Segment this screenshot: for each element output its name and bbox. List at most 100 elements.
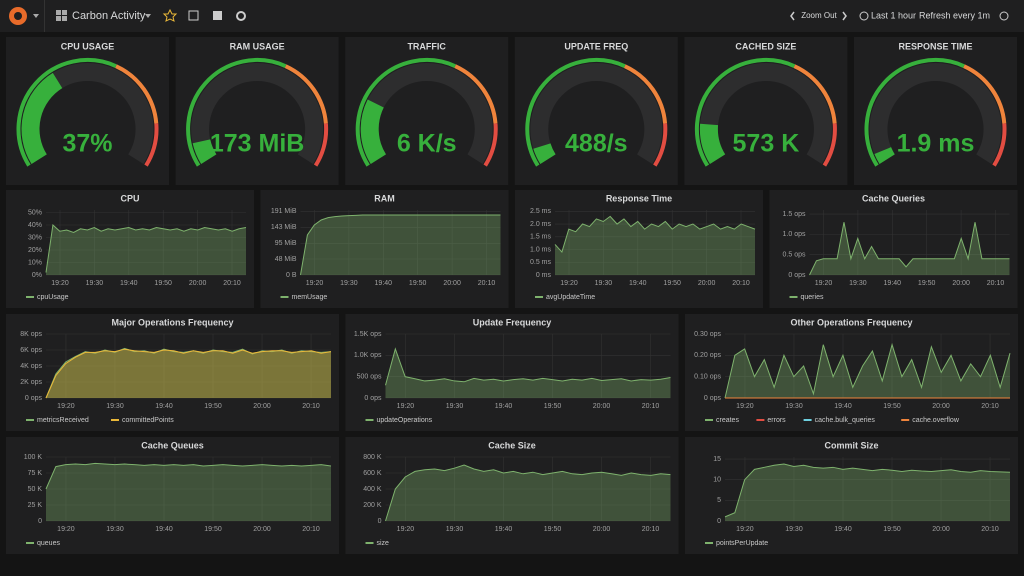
series-line <box>385 464 671 522</box>
x-tick-label: 19:30 <box>86 280 104 287</box>
graph-panel <box>515 190 763 308</box>
y-tick-label: 0 <box>378 518 382 525</box>
back-icon[interactable] <box>790 11 795 21</box>
graph-title: CPU <box>120 193 139 203</box>
series-line <box>554 215 756 254</box>
series-area <box>46 225 246 275</box>
x-tick-label: 19:20 <box>736 526 754 533</box>
x-tick-label: 19:20 <box>57 403 75 410</box>
y-tick-label: 0.5 ops <box>783 252 806 259</box>
x-tick-label: 19:40 <box>629 280 647 287</box>
topbar <box>0 0 1024 32</box>
y-tick-label: 0.30 ops <box>694 331 721 338</box>
y-tick-label: 20% <box>28 247 42 254</box>
x-tick-label: 19:30 <box>595 280 613 287</box>
y-tick-label: 10% <box>28 259 42 266</box>
y-tick-label: 50 K <box>28 486 43 493</box>
gauge-threshold <box>623 64 668 124</box>
time-range[interactable]: Last 1 hour <box>871 10 916 20</box>
gauge-threshold <box>313 123 329 167</box>
graph-panel <box>345 437 679 554</box>
x-tick-label: 19:20 <box>397 403 415 410</box>
y-tick-label: 1.5 ops <box>783 211 806 218</box>
x-tick-label: 19:30 <box>785 526 803 533</box>
x-tick-label: 19:40 <box>495 526 513 533</box>
x-tick-label: 19:30 <box>446 403 464 410</box>
clock-icon <box>859 11 869 21</box>
refresh-icon[interactable] <box>999 11 1009 21</box>
x-tick-label: 19:40 <box>834 526 852 533</box>
legend-label: avgUpdateTime <box>546 294 595 301</box>
y-tick-label: 1.5 ms <box>530 234 552 241</box>
x-tick-label: 20:00 <box>189 280 207 287</box>
y-tick-label: 191 MiB <box>271 208 297 215</box>
gauge-value: 6 K/s <box>397 130 457 158</box>
x-tick-label: 19:50 <box>663 280 681 287</box>
share-icon[interactable] <box>188 10 199 21</box>
x-tick-label: 19:20 <box>397 526 415 533</box>
gauge-title: CPU USAGE <box>61 41 115 51</box>
y-tick-label: 800 K <box>363 454 382 461</box>
graph-title: Commit Size <box>824 440 878 450</box>
y-tick-label: 400 K <box>363 486 382 493</box>
forward-icon[interactable] <box>842 11 847 21</box>
x-tick-label: 19:40 <box>155 526 173 533</box>
save-icon[interactable] <box>213 11 222 20</box>
x-tick-label: 19:50 <box>154 280 172 287</box>
x-tick-label: 20:10 <box>302 526 320 533</box>
series-area <box>385 348 671 398</box>
x-tick-label: 20:00 <box>932 526 950 533</box>
x-tick-label: 20:10 <box>732 280 750 287</box>
y-tick-label: 2.5 ms <box>530 208 552 215</box>
gauge-threshold <box>144 123 159 167</box>
star-icon[interactable] <box>162 8 178 22</box>
zoom-out[interactable]: Zoom Out <box>801 11 837 20</box>
dashboard-title[interactable]: Carbon Activity <box>72 10 146 22</box>
gauge-fill <box>21 72 63 164</box>
x-tick-label: 19:20 <box>560 280 578 287</box>
y-tick-label: 0 <box>717 518 721 525</box>
settings-icon[interactable] <box>236 11 246 21</box>
y-tick-label: 0 ops <box>364 395 382 402</box>
x-tick-label: 20:10 <box>302 403 320 410</box>
y-tick-label: 40% <box>28 222 42 229</box>
logo-caret <box>33 14 39 18</box>
gauge-threshold <box>653 123 668 167</box>
refresh-interval[interactable]: Refresh every 1m <box>919 10 990 20</box>
y-tick-label: 0 ops <box>25 395 43 402</box>
y-tick-label: 10 <box>713 477 721 484</box>
y-tick-label: 4K ops <box>20 363 42 370</box>
legend-label: pointsPerUpdate <box>716 540 768 547</box>
y-tick-label: 95 MiB <box>275 240 297 247</box>
gauge-threshold <box>963 64 1007 124</box>
x-tick-label: 20:10 <box>981 403 999 410</box>
graph-panel <box>685 314 1018 431</box>
series-line <box>45 462 332 490</box>
gauge-threshold <box>115 64 159 124</box>
y-tick-label: 1.0 ops <box>783 231 806 238</box>
x-tick-label: 19:40 <box>375 280 393 287</box>
y-tick-label: 1.5K ops <box>354 331 382 338</box>
x-tick-label: 19:20 <box>736 403 754 410</box>
graph-title: RAM <box>374 193 395 203</box>
legend-label: updateOperations <box>377 417 433 424</box>
y-tick-label: 200 K <box>363 502 382 509</box>
series-line <box>385 347 671 386</box>
dashboard-icon <box>56 10 67 21</box>
gauge-threshold <box>355 58 457 167</box>
series-area <box>555 216 755 275</box>
gauge-title: RESPONSE TIME <box>898 41 972 51</box>
gauge-title: CACHED SIZE <box>735 41 796 51</box>
gauge-fill <box>360 99 387 164</box>
y-tick-label: 600 K <box>363 470 382 477</box>
x-tick-label: 20:10 <box>981 526 999 533</box>
y-tick-label: 5 <box>717 497 721 504</box>
gauge-threshold <box>694 58 796 167</box>
gauge-title: TRAFFIC <box>407 41 446 51</box>
divider <box>44 0 45 32</box>
x-tick-label: 19:30 <box>106 403 124 410</box>
x-tick-label: 19:20 <box>57 526 75 533</box>
gauge-value: 1.9 ms <box>897 130 975 158</box>
x-tick-label: 19:40 <box>495 403 513 410</box>
